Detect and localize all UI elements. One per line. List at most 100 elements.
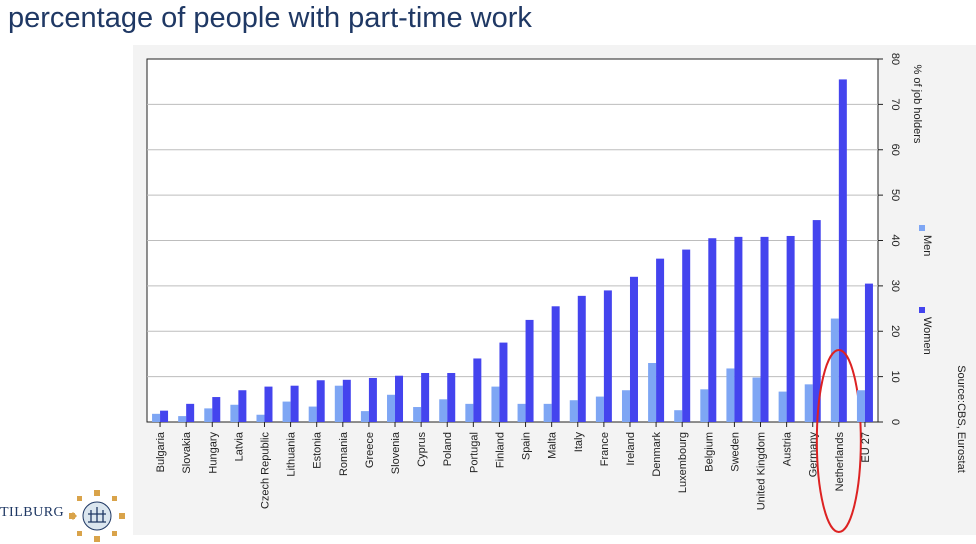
y-tick-label: 20 — [889, 325, 901, 337]
x-tick-label: Spain — [521, 432, 533, 460]
bar-women — [734, 236, 743, 422]
bar-men — [465, 403, 474, 422]
bar-women — [864, 283, 873, 422]
y-tick-label: 80 — [889, 53, 901, 65]
y-tick-label: 60 — [889, 144, 901, 156]
bar-men — [648, 363, 657, 422]
bar-women — [760, 236, 769, 422]
bar-women — [186, 403, 195, 422]
university-seal-icon — [69, 490, 125, 542]
bar-women — [838, 79, 847, 422]
university-logo: TILBURG — [0, 488, 135, 544]
bar-men — [830, 318, 839, 422]
bar-men — [569, 400, 578, 422]
x-tick-label: Estonia — [312, 431, 324, 469]
bar-women — [499, 342, 508, 422]
legend-label-men: Men — [921, 235, 933, 256]
x-tick-label: Cyprus — [416, 432, 428, 467]
bar-men — [256, 414, 265, 422]
source-note: Source:CBS, Eurostat — [955, 365, 967, 473]
bar-women — [290, 385, 299, 422]
bar-chart: 0 10 20 30 40 50 60 70 80 % of job holders Women Me… — [146, 53, 967, 533]
y-tick-label: 30 — [889, 280, 901, 292]
bar-men — [517, 403, 526, 422]
legend-swatch-women — [919, 307, 925, 313]
bar-men — [387, 394, 396, 422]
bar-women — [447, 372, 456, 422]
x-tick-label: United Kingdom — [756, 432, 768, 510]
y-tick-label: 40 — [889, 234, 901, 246]
x-tick-label: Poland — [442, 432, 454, 466]
legend-label-women: Women — [921, 317, 933, 355]
bar-women — [342, 379, 351, 422]
bar-men — [204, 408, 213, 422]
bar-women — [160, 410, 169, 422]
bar-men — [491, 386, 500, 422]
x-tick-label: EU 27 — [860, 432, 872, 463]
bar-women — [577, 295, 586, 422]
x-tick-label: Slovenia — [390, 431, 402, 474]
bar-men — [152, 413, 161, 422]
bar-men — [856, 390, 865, 422]
bar-men — [543, 403, 552, 422]
highlight-ellipse — [815, 349, 862, 533]
legend-swatch-men — [919, 225, 925, 231]
bar-women — [525, 319, 534, 422]
bar-men — [334, 385, 343, 422]
x-tick-label: Italy — [573, 432, 585, 453]
x-tick-label: Finland — [494, 432, 506, 468]
bar-men — [726, 368, 735, 422]
bar-women — [212, 397, 221, 422]
x-tick-label: Lithuania — [286, 431, 298, 477]
x-tick-label: Denmark — [651, 432, 663, 477]
bar-men — [413, 407, 422, 422]
y-tick-label: 50 — [889, 189, 901, 201]
bar-men — [282, 401, 291, 422]
bar-men — [595, 396, 604, 422]
bar-women — [551, 306, 560, 422]
x-tick-label: Latvia — [233, 431, 245, 461]
x-tick-label: France — [599, 432, 611, 466]
bar-men — [308, 406, 317, 422]
x-tick-label: Bulgaria — [155, 431, 167, 472]
x-tick-label: Greece — [364, 432, 376, 468]
bar-men — [778, 391, 787, 422]
bar-men — [752, 377, 761, 422]
bar-men — [439, 399, 448, 422]
x-tick-label: Sweden — [729, 432, 741, 472]
bar-women — [316, 380, 325, 422]
y-tick-label: 0 — [889, 419, 901, 425]
x-tick-label: Hungary — [207, 432, 219, 474]
bar-women — [708, 238, 717, 422]
bar-women — [238, 390, 247, 422]
x-tick-label: Slovakia — [181, 431, 193, 473]
bar-women — [603, 290, 612, 422]
bar-men — [230, 404, 239, 422]
bar-women — [264, 386, 273, 422]
bar-men — [621, 390, 630, 422]
bar-women — [629, 276, 638, 422]
bar-women — [812, 220, 821, 422]
bar-men — [360, 411, 369, 422]
bar-women — [421, 372, 430, 422]
x-tick-label: Netherlands — [834, 432, 846, 492]
x-tick-label: Malta — [547, 431, 559, 459]
bar-men — [674, 410, 683, 422]
y-tick-label: 10 — [889, 371, 901, 383]
x-tick-label: Austria — [782, 431, 794, 466]
bar-women — [682, 249, 691, 422]
bar-women — [656, 258, 665, 422]
bar-women — [786, 235, 795, 422]
x-tick-label: Portugal — [468, 432, 480, 473]
x-tick-label: Belgium — [703, 432, 715, 472]
x-tick-label: Ireland — [625, 432, 637, 466]
x-tick-label: Czech Republic — [259, 432, 271, 510]
bar-women — [395, 375, 404, 422]
logo-text: TILBURG — [0, 505, 65, 520]
bar-women — [368, 377, 377, 422]
bar-men — [804, 384, 813, 422]
y-tick-label: 70 — [889, 98, 901, 110]
y-axis-label: % of job holders — [911, 65, 923, 144]
bar-men — [700, 389, 709, 422]
bar-women — [473, 358, 482, 422]
